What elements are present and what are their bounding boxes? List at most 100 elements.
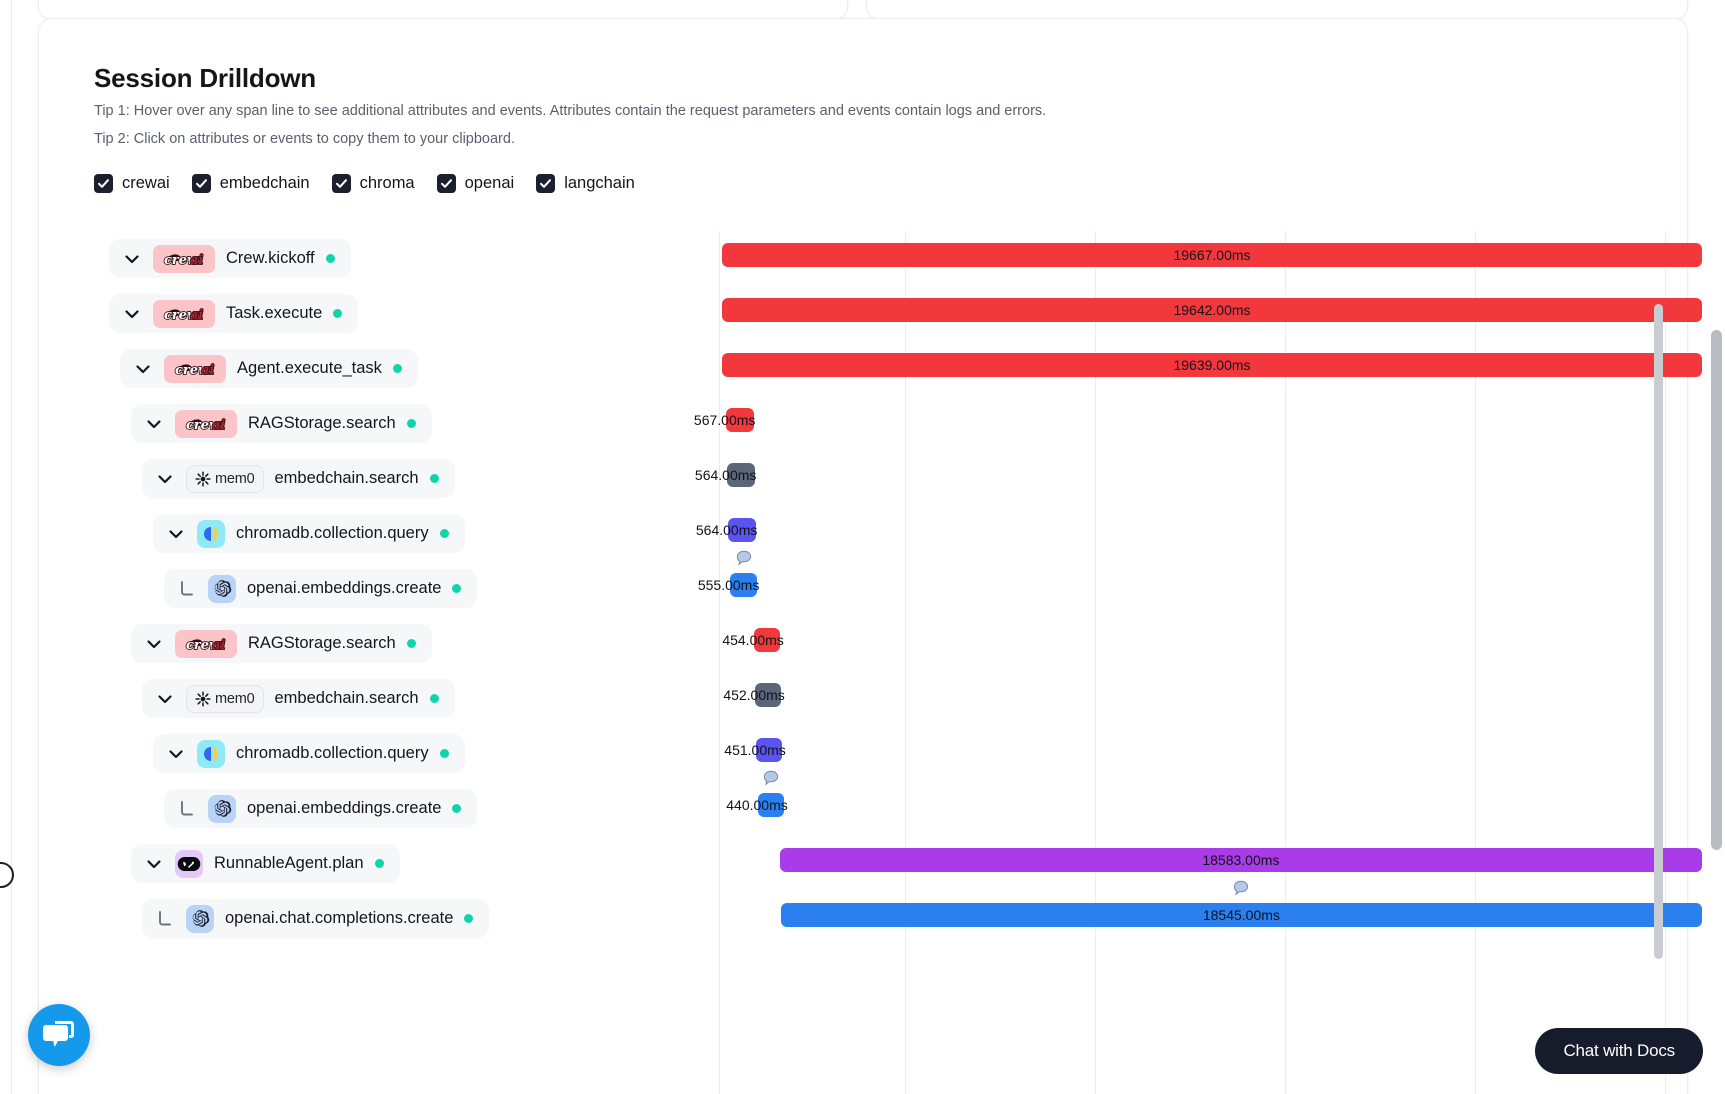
timeline-scrollbar-thumb[interactable] [1654, 304, 1663, 959]
span-duration-bar[interactable] [726, 463, 756, 487]
check-icon [98, 179, 109, 188]
filter-label-chroma: chroma [359, 174, 415, 192]
expand-toggle[interactable] [165, 523, 187, 545]
checkbox-openai[interactable] [436, 174, 456, 193]
chroma-circles-icon [204, 746, 218, 761]
span-node[interactable]: chromadb.collection.query [153, 514, 465, 553]
status-dot-ok [406, 419, 416, 428]
span-name: Task.execute [226, 304, 323, 322]
filter-crewai[interactable]: crewai [94, 174, 170, 193]
span-tree-row: crew ai Crew.kickoff [39, 231, 739, 286]
span-tree-row: openai.embeddings.create [39, 561, 739, 616]
span-node[interactable]: RunnableAgent.plan [131, 844, 400, 883]
gantt-row: 454.00ms [719, 616, 1699, 671]
span-event-marker[interactable] [1231, 879, 1251, 904]
span-name: RAGStorage.search [248, 634, 396, 652]
span-event-marker[interactable] [734, 549, 754, 574]
checkbox-chroma[interactable] [331, 174, 351, 193]
svg-text:crew: crew [164, 308, 199, 323]
chat-widget-button[interactable] [28, 1004, 90, 1066]
span-tree-row: openai.embeddings.create [39, 781, 739, 836]
expand-toggle[interactable] [121, 248, 143, 270]
crewai-logo-badge: crew ai [175, 629, 237, 658]
span-node[interactable]: crew ai RAGStorage.search [131, 404, 432, 443]
span-duration-bar[interactable] [780, 903, 1702, 927]
chroma-circles-icon [204, 526, 218, 541]
svg-text:ai: ai [201, 363, 214, 378]
span-duration-bar[interactable] [722, 243, 1702, 267]
span-node[interactable]: openai.chat.completions.create [142, 899, 490, 938]
expand-toggle[interactable] [154, 688, 176, 710]
status-dot-ok [374, 859, 384, 868]
checkbox-embedchain[interactable] [191, 174, 211, 193]
span-duration-bar[interactable] [722, 298, 1702, 322]
crewai-wordmark-icon: crewai [174, 362, 215, 379]
gantt-row: 564.00ms [695, 451, 1699, 506]
event-marker-icon [764, 770, 779, 786]
span-node[interactable]: mem0 embedchain.search [142, 679, 455, 718]
gantt-row: 18583.00ms [719, 836, 1702, 891]
filter-langchain[interactable]: langchain [536, 174, 635, 193]
expand-toggle[interactable] [143, 633, 165, 655]
crewai-wordmark-icon: crewai [185, 417, 226, 434]
expand-toggle[interactable] [154, 468, 176, 490]
crewai-logo-badge: crew ai [164, 354, 226, 383]
status-dot-ok [429, 694, 439, 703]
checkbox-crewai[interactable] [94, 174, 113, 193]
chevron-down-icon [169, 529, 183, 538]
expand-toggle[interactable] [143, 413, 165, 435]
tip-1-text: Tip 1: Hover over any span line to see a… [94, 103, 1047, 119]
span-node[interactable]: mem0 embedchain.search [142, 459, 455, 498]
gantt-row: 18545.00ms [719, 880, 1702, 946]
gantt-row: 452.00ms [719, 671, 1699, 726]
filter-openai[interactable]: openai [436, 174, 515, 193]
filter-label-openai: openai [464, 174, 515, 192]
span-duration-bar[interactable] [754, 628, 781, 652]
span-event-marker[interactable] [761, 769, 781, 794]
filter-label-langchain: langchain [564, 174, 635, 192]
span-node[interactable]: chromadb.collection.query [153, 734, 465, 773]
span-duration-bar[interactable] [725, 408, 755, 432]
span-name: Crew.kickoff [226, 249, 315, 267]
span-name: embedchain.search [274, 469, 419, 487]
span-duration-label: 18583.00ms [1202, 852, 1280, 868]
span-node[interactable]: crew ai RAGStorage.search [131, 624, 432, 663]
span-node[interactable]: openai.embeddings.create [164, 569, 478, 608]
page-left-edge [0, 0, 14, 1094]
span-duration-bar[interactable] [758, 793, 785, 817]
expand-toggle[interactable] [121, 303, 143, 325]
tree-connector [176, 578, 198, 600]
span-duration-bar[interactable] [729, 573, 758, 597]
span-tree-row: crew ai RAGStorage.search [39, 616, 739, 671]
span-duration-bar[interactable] [727, 518, 757, 542]
span-node[interactable]: openai.embeddings.create [164, 789, 478, 828]
chat-with-docs-button[interactable]: Chat with Docs [1535, 1028, 1703, 1074]
filter-chroma[interactable]: chroma [331, 174, 415, 193]
chevron-down-icon [125, 254, 139, 263]
gantt-gridline [1665, 231, 1666, 1094]
span-node[interactable]: crew ai Crew.kickoff [109, 239, 351, 278]
span-duration-label: 454.00ms [722, 632, 784, 648]
status-dot-ok [429, 474, 439, 483]
span-node[interactable]: crew ai Task.execute [109, 294, 359, 333]
span-duration-bar[interactable] [779, 848, 1702, 872]
svg-text:crew: crew [186, 418, 221, 433]
span-tree-row: crew ai RAGStorage.search [39, 396, 739, 451]
chevron-down-icon [158, 474, 172, 483]
span-duration-bar[interactable] [756, 738, 783, 762]
chevron-down-icon [125, 309, 139, 318]
span-node[interactable]: crew ai Agent.execute_task [120, 349, 418, 388]
expand-toggle[interactable] [143, 853, 165, 875]
page-scrollbar-thumb[interactable] [1711, 330, 1722, 850]
span-name: openai.embeddings.create [247, 799, 442, 817]
expand-toggle[interactable] [132, 358, 154, 380]
openai-logo-badge [186, 904, 214, 933]
span-tree-row: crew ai Task.execute [39, 286, 739, 341]
event-marker-icon [736, 550, 751, 566]
expand-toggle[interactable] [165, 743, 187, 765]
page-title: Session Drilldown [94, 63, 316, 93]
span-duration-bar[interactable] [755, 683, 782, 707]
checkbox-langchain[interactable] [536, 174, 556, 193]
filter-embedchain[interactable]: embedchain [191, 174, 310, 193]
span-duration-bar[interactable] [722, 353, 1702, 377]
